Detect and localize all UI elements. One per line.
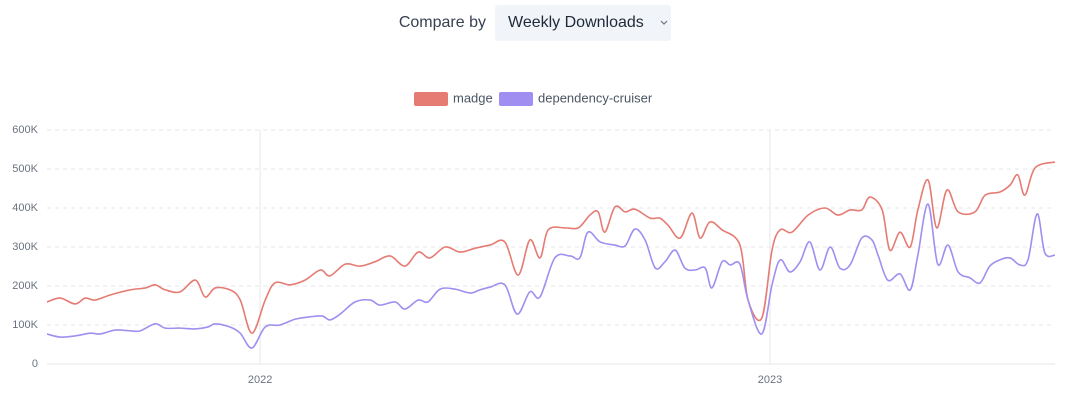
x-tick-label: 2023: [758, 374, 782, 386]
y-tick-label: 500K: [12, 163, 38, 175]
y-tick-label: 300K: [12, 241, 38, 253]
series-line: [46, 203, 1056, 349]
series-line: [46, 161, 1056, 334]
y-tick-label: 200K: [12, 280, 38, 292]
y-tick-label: 0: [32, 358, 38, 370]
y-tick-label: 600K: [12, 124, 38, 136]
legend-swatch: [499, 92, 533, 106]
dropdown-value[interactable]: Weekly Downloads: [508, 14, 644, 31]
x-tick-label: 2022: [248, 374, 272, 386]
compare-label: Compare by: [399, 14, 486, 31]
legend-swatch: [414, 92, 448, 106]
legend-label: dependency-cruiser: [538, 90, 653, 105]
legend-label: madge: [453, 90, 493, 105]
chevron[interactable]: [660, 20, 668, 25]
dropdown[interactable]: [495, 5, 671, 41]
y-tick-label: 100K: [12, 319, 38, 331]
y-tick-label: 400K: [12, 202, 38, 214]
